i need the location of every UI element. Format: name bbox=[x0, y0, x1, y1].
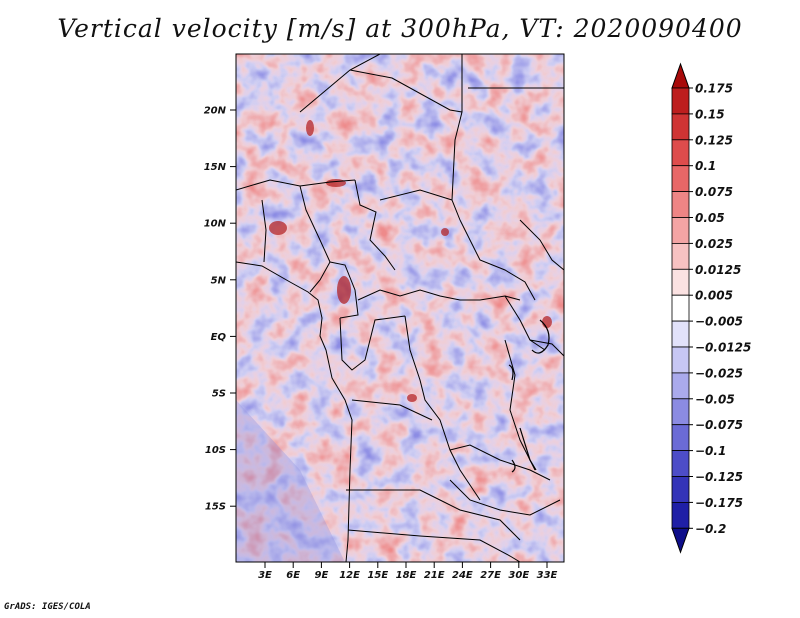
colorbar-box bbox=[671, 113, 690, 141]
lon-tick-label: 30E bbox=[508, 570, 529, 581]
velocity-field bbox=[236, 54, 564, 562]
boundaries bbox=[236, 54, 564, 562]
map-frame bbox=[235, 53, 565, 563]
colorbar-box bbox=[671, 476, 690, 503]
colorbar-label: −0.2 bbox=[695, 522, 726, 536]
lat-tick-label: 5S bbox=[212, 389, 226, 400]
lon-tick-label: 24E bbox=[452, 570, 473, 581]
colorbar-top-triangle bbox=[671, 62, 690, 89]
colorbar-box bbox=[671, 398, 690, 426]
colorbar-label: 0.05 bbox=[695, 211, 725, 225]
grads-credit: GrADS: IGES/COLA bbox=[4, 602, 91, 612]
colorbar-label: −0.125 bbox=[695, 470, 743, 484]
colorbar-label: −0.025 bbox=[695, 366, 743, 380]
colorbar-box bbox=[671, 87, 690, 115]
colorbar-label: 0.175 bbox=[695, 82, 733, 96]
lat-tick-label: 15S bbox=[205, 502, 226, 513]
longitude-axis: 3E 6E 9E 12E 15E 18E 21E 24E 27E 30E 33E bbox=[258, 562, 558, 581]
lon-tick-label: 6E bbox=[286, 570, 300, 581]
lat-tick-label: 10N bbox=[204, 219, 227, 230]
lon-tick-label: 15E bbox=[367, 570, 388, 581]
colorbar-box bbox=[671, 320, 690, 348]
lon-tick-label: 27E bbox=[480, 570, 501, 581]
colorbar-bottom-triangle bbox=[671, 527, 690, 554]
colorbar-box bbox=[671, 165, 690, 192]
colorbar-label: −0.175 bbox=[695, 496, 743, 510]
descent-band bbox=[236, 400, 345, 562]
colorbar-label: 0.15 bbox=[695, 107, 725, 121]
colorbar-boxes bbox=[671, 62, 690, 554]
map-title: Vertical velocity [m/s] at 300hPa, VT: 2… bbox=[57, 14, 743, 43]
colorbar-label: −0.05 bbox=[695, 392, 735, 406]
colorbar-box bbox=[671, 139, 690, 167]
lon-tick-label: 21E bbox=[424, 570, 445, 581]
colorbar-label: 0.1 bbox=[695, 159, 716, 173]
colorbar-box bbox=[671, 242, 690, 270]
colorbar-label: 0.075 bbox=[695, 185, 733, 199]
colorbar-label: 0.125 bbox=[695, 133, 733, 147]
lon-tick-label: 33E bbox=[537, 570, 558, 581]
lakes bbox=[508, 319, 550, 473]
colorbar-box bbox=[671, 191, 690, 218]
colorbar-label: −0.0125 bbox=[695, 341, 751, 355]
colorbar-label: −0.005 bbox=[695, 315, 743, 329]
colorbar-box bbox=[671, 346, 690, 374]
lat-tick-label: 15N bbox=[204, 162, 227, 173]
colorbar-box bbox=[671, 424, 690, 452]
colorbar-label: 0.005 bbox=[695, 289, 733, 303]
colorbar-box bbox=[671, 450, 690, 477]
lat-tick-label: EQ bbox=[211, 332, 227, 343]
lat-tick-label: 5N bbox=[211, 275, 227, 286]
lon-tick-label: 12E bbox=[339, 570, 360, 581]
colorbar-box bbox=[671, 294, 690, 322]
colorbar-box bbox=[671, 372, 690, 400]
colorbar-label: 0.0125 bbox=[695, 263, 741, 277]
lon-tick-label: 18E bbox=[396, 570, 417, 581]
colorbar-box bbox=[671, 501, 690, 529]
latitude-axis: 20N 15N 10N 5N EQ 5S 10S 15S bbox=[204, 106, 236, 513]
lon-tick-label: 9E bbox=[315, 570, 329, 581]
lat-tick-label: 20N bbox=[204, 106, 227, 117]
lat-tick-label: 10S bbox=[205, 445, 226, 456]
colorbar-box bbox=[671, 217, 690, 244]
lon-tick-label: 3E bbox=[258, 570, 272, 581]
colorbar-box bbox=[671, 268, 690, 296]
colorbar-label: 0.025 bbox=[695, 237, 733, 251]
colorbar-labels: 0.175 0.15 0.125 0.1 0.075 0.05 0.025 0.0125 0.0… bbox=[689, 82, 751, 536]
colorbar-label: −0.075 bbox=[695, 418, 743, 432]
colorbar-label: −0.1 bbox=[695, 444, 726, 458]
ascent-spots bbox=[269, 120, 552, 402]
